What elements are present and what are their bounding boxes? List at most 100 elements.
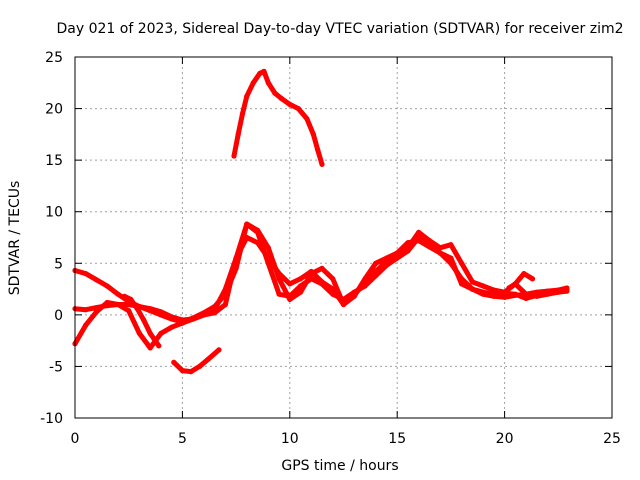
data-point	[83, 271, 89, 277]
data-point	[340, 301, 347, 308]
chart-title: Day 021 of 2023, Sidereal Day-to-day VTE…	[57, 21, 624, 37]
data-point	[250, 80, 256, 86]
data-point	[373, 268, 379, 275]
data-point	[190, 316, 196, 322]
data-point	[197, 363, 203, 369]
data-point	[491, 291, 497, 297]
data-point	[265, 80, 271, 86]
data-point	[272, 90, 278, 96]
data-point	[480, 283, 486, 289]
data-point	[205, 356, 211, 362]
data-point	[276, 276, 282, 282]
data-point	[134, 306, 140, 312]
y-tick-label: 0	[54, 308, 63, 324]
data-point	[93, 277, 100, 283]
x-tick-label: 5	[178, 431, 187, 447]
y-tick-label: 20	[45, 102, 63, 118]
data-point	[304, 116, 310, 122]
y-tick-label: -10	[40, 411, 63, 427]
data-point	[287, 296, 293, 302]
data-point	[126, 308, 132, 314]
data-point	[265, 245, 271, 251]
x-tick-label: 25	[603, 431, 621, 447]
data-point	[147, 330, 153, 336]
data-point	[319, 161, 325, 167]
series-line	[231, 68, 325, 167]
data-point	[83, 322, 89, 328]
data-point	[416, 229, 422, 235]
data-point	[216, 347, 222, 353]
data-point	[416, 238, 422, 244]
data-point	[141, 317, 147, 323]
data-point	[480, 289, 486, 295]
data-point	[104, 283, 110, 289]
series-arc-4	[121, 293, 162, 349]
series-line	[506, 271, 535, 291]
data-point	[188, 369, 194, 375]
data-point	[83, 307, 89, 313]
data-point	[128, 296, 134, 302]
data-point	[156, 343, 162, 349]
data-point	[394, 250, 400, 256]
data-point	[171, 359, 177, 365]
data-point	[448, 255, 454, 261]
x-tick-label: 10	[281, 431, 299, 447]
data-point	[330, 276, 336, 282]
data-point	[529, 276, 536, 282]
data-point	[147, 306, 153, 312]
plot-frame	[74, 56, 613, 419]
data-point	[351, 293, 357, 299]
data-point	[502, 290, 508, 296]
data-point	[158, 330, 164, 336]
data-point	[93, 309, 100, 315]
data-point	[491, 287, 497, 293]
data-point	[448, 242, 454, 248]
data-point	[521, 271, 527, 277]
data-point	[555, 287, 561, 293]
tick-layer: 0 5 10 15 20 25 -10 -5 0 5 10 15 20 25	[40, 50, 621, 447]
data-point	[545, 290, 551, 296]
data-point	[115, 301, 121, 308]
series-line	[171, 347, 222, 375]
x-tick-label: 20	[496, 431, 514, 447]
data-point	[512, 281, 518, 287]
series-arc-3	[72, 221, 570, 351]
data-point	[459, 281, 465, 287]
data-point	[121, 293, 127, 299]
data-point	[426, 238, 432, 244]
data-point	[426, 244, 432, 250]
data-point	[136, 330, 142, 336]
data-point	[564, 285, 570, 291]
data-point	[310, 131, 316, 137]
data-point	[383, 255, 390, 261]
data-point	[459, 260, 465, 266]
data-point	[126, 301, 132, 308]
data-point	[362, 276, 368, 282]
y-tick-label: 10	[45, 205, 63, 221]
grid	[75, 57, 612, 418]
data-point	[319, 279, 325, 285]
data-point	[287, 101, 293, 107]
data-point	[179, 368, 185, 374]
data-point	[437, 245, 443, 251]
data-point	[255, 240, 261, 246]
data-point	[179, 320, 185, 326]
data-point	[212, 310, 218, 316]
data-point	[261, 68, 267, 74]
x-axis-label: GPS time / hours	[281, 458, 398, 474]
data-point	[276, 291, 282, 297]
data-point	[469, 286, 475, 292]
data-point	[233, 255, 239, 261]
data-point	[469, 279, 475, 285]
data-point	[373, 260, 379, 266]
data-point	[235, 131, 241, 137]
series-arc-2	[72, 229, 570, 323]
data-point	[244, 221, 250, 227]
data-point	[512, 291, 518, 297]
data-point	[295, 106, 301, 112]
data-point	[201, 312, 207, 318]
y-tick-label: 15	[45, 153, 63, 169]
data-point	[315, 147, 321, 153]
x-tick-label: 0	[71, 431, 80, 447]
